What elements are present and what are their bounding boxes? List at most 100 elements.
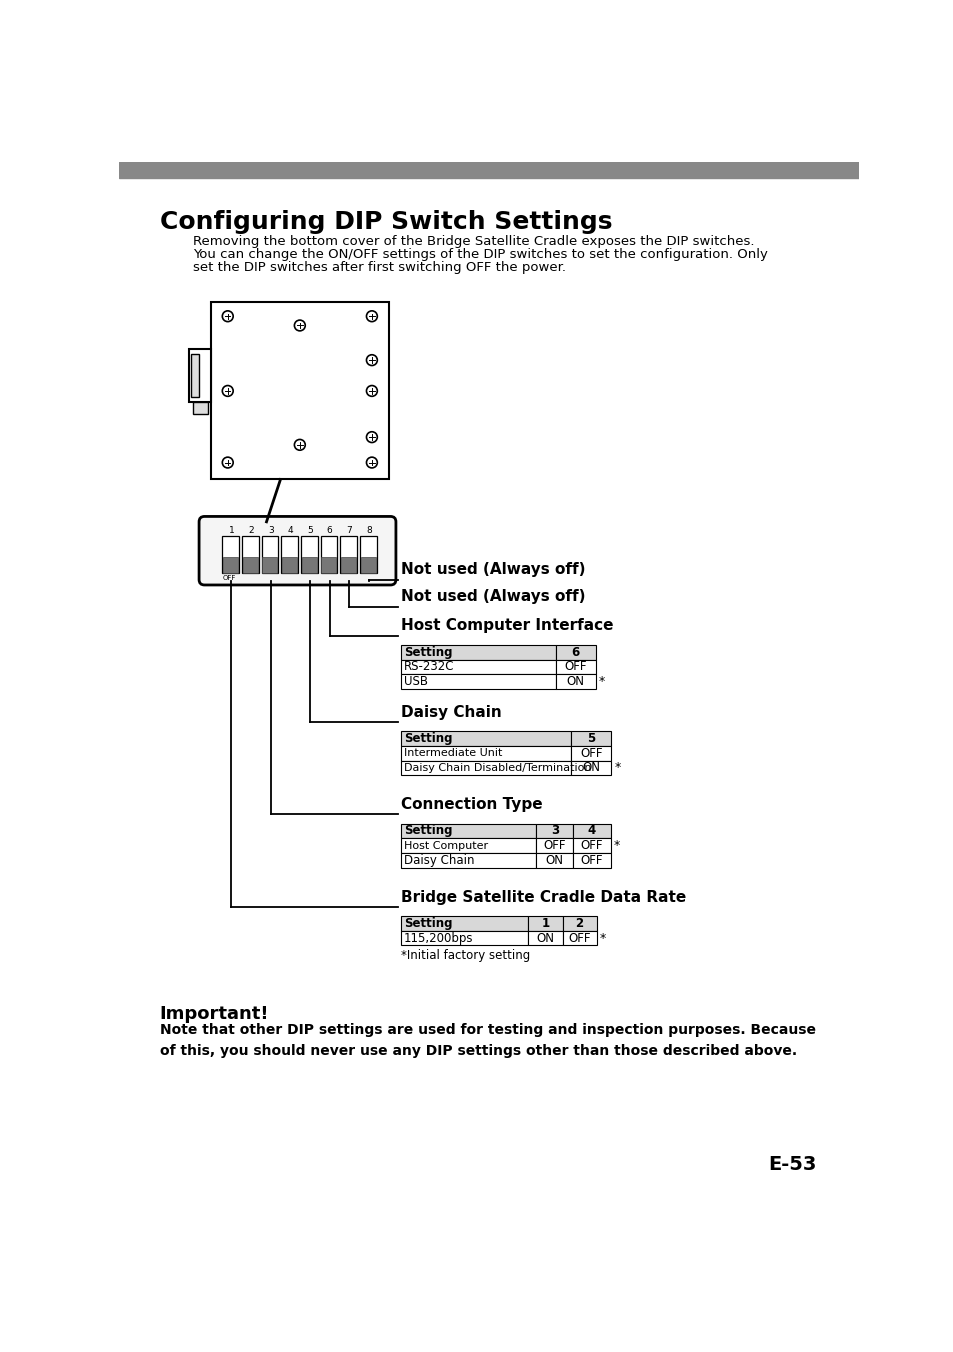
Bar xyxy=(400,746,571,761)
Bar xyxy=(242,557,257,573)
Text: Setting: Setting xyxy=(403,646,452,658)
Text: 2: 2 xyxy=(248,526,253,534)
Text: Removing the bottom cover of the Bridge Satellite Cradle exposes the DIP switche: Removing the bottom cover of the Bridge … xyxy=(193,235,754,247)
Bar xyxy=(400,853,536,868)
Bar xyxy=(400,731,571,746)
Text: *: * xyxy=(598,675,604,688)
Bar xyxy=(400,823,536,838)
FancyBboxPatch shape xyxy=(199,516,395,585)
Bar xyxy=(573,823,610,838)
Text: Not used (Always off): Not used (Always off) xyxy=(400,562,584,577)
Text: 5: 5 xyxy=(586,731,595,745)
Text: *: * xyxy=(599,932,605,945)
Text: 1: 1 xyxy=(229,526,234,534)
Bar xyxy=(189,349,211,403)
Bar xyxy=(320,535,336,573)
Text: Setting: Setting xyxy=(403,825,452,837)
Bar xyxy=(282,557,296,573)
Bar xyxy=(571,731,611,746)
Bar xyxy=(119,162,858,177)
Bar xyxy=(192,354,199,397)
Text: ON: ON xyxy=(566,675,584,688)
Bar xyxy=(573,838,610,853)
Bar xyxy=(571,746,611,761)
Text: OFF: OFF xyxy=(543,840,565,852)
Text: Daisy Chain Disabled/Termination: Daisy Chain Disabled/Termination xyxy=(403,763,591,773)
Text: 7: 7 xyxy=(346,526,352,534)
Bar xyxy=(528,917,562,930)
Bar xyxy=(400,930,528,945)
Text: OFF: OFF xyxy=(568,932,590,945)
Text: Host Computer: Host Computer xyxy=(403,841,487,850)
Bar xyxy=(223,557,238,573)
Bar xyxy=(528,930,562,945)
Text: *Initial factory setting: *Initial factory setting xyxy=(400,949,529,963)
Text: 6: 6 xyxy=(327,526,333,534)
Text: 8: 8 xyxy=(366,526,372,534)
Bar xyxy=(562,930,596,945)
Text: 5: 5 xyxy=(307,526,313,534)
Circle shape xyxy=(366,431,377,442)
Bar xyxy=(193,403,208,414)
Text: Connection Type: Connection Type xyxy=(400,798,541,813)
Circle shape xyxy=(366,311,377,322)
Text: 4: 4 xyxy=(287,526,293,534)
Bar xyxy=(301,557,316,573)
Bar xyxy=(536,823,573,838)
Text: *: * xyxy=(613,840,619,852)
Text: Host Computer Interface: Host Computer Interface xyxy=(400,618,613,634)
Text: Intermediate Unit: Intermediate Unit xyxy=(403,748,501,758)
Text: 2: 2 xyxy=(575,917,583,930)
Bar xyxy=(360,557,375,573)
Bar xyxy=(571,761,611,775)
Text: E-53: E-53 xyxy=(767,1155,816,1174)
Text: USB: USB xyxy=(403,675,427,688)
Bar xyxy=(536,853,573,868)
Circle shape xyxy=(222,457,233,468)
Text: 1: 1 xyxy=(541,917,549,930)
Text: Setting: Setting xyxy=(403,917,452,930)
Bar xyxy=(400,660,555,675)
Text: 6: 6 xyxy=(571,646,579,658)
Bar xyxy=(281,535,297,573)
Text: 115,200bps: 115,200bps xyxy=(403,932,473,945)
Text: 3: 3 xyxy=(550,825,558,837)
Circle shape xyxy=(366,385,377,396)
Text: Configuring DIP Switch Settings: Configuring DIP Switch Settings xyxy=(159,210,612,234)
Circle shape xyxy=(366,457,377,468)
Circle shape xyxy=(294,320,305,331)
Text: Important!: Important! xyxy=(159,1005,269,1022)
Bar xyxy=(321,557,336,573)
Text: OFF: OFF xyxy=(223,575,236,581)
Bar xyxy=(222,535,238,573)
Circle shape xyxy=(222,385,233,396)
Text: 4: 4 xyxy=(587,825,596,837)
Bar xyxy=(562,917,596,930)
Text: 3: 3 xyxy=(268,526,274,534)
Text: ON: ON xyxy=(536,932,554,945)
Text: Not used (Always off): Not used (Always off) xyxy=(400,589,584,604)
Circle shape xyxy=(294,439,305,450)
Bar xyxy=(400,675,555,690)
Bar xyxy=(555,645,596,660)
Bar xyxy=(242,535,258,573)
Bar xyxy=(341,557,355,573)
Bar xyxy=(301,535,317,573)
Text: Daisy Chain: Daisy Chain xyxy=(400,704,500,719)
Text: Setting: Setting xyxy=(403,731,452,745)
Text: Note that other DIP settings are used for testing and inspection purposes. Becau: Note that other DIP settings are used fo… xyxy=(159,1023,815,1057)
Text: You can change the ON/OFF settings of the DIP switches to set the configuration.: You can change the ON/OFF settings of th… xyxy=(193,247,767,261)
Circle shape xyxy=(222,311,233,322)
Bar xyxy=(555,660,596,675)
Text: OFF: OFF xyxy=(580,853,602,867)
Text: RS-232C: RS-232C xyxy=(403,661,454,673)
Text: OFF: OFF xyxy=(580,840,602,852)
Bar xyxy=(262,557,277,573)
Bar xyxy=(400,917,528,930)
Bar xyxy=(536,838,573,853)
Bar xyxy=(555,675,596,690)
Circle shape xyxy=(366,354,377,365)
Bar xyxy=(400,645,555,660)
Bar xyxy=(573,853,610,868)
Bar xyxy=(340,535,356,573)
